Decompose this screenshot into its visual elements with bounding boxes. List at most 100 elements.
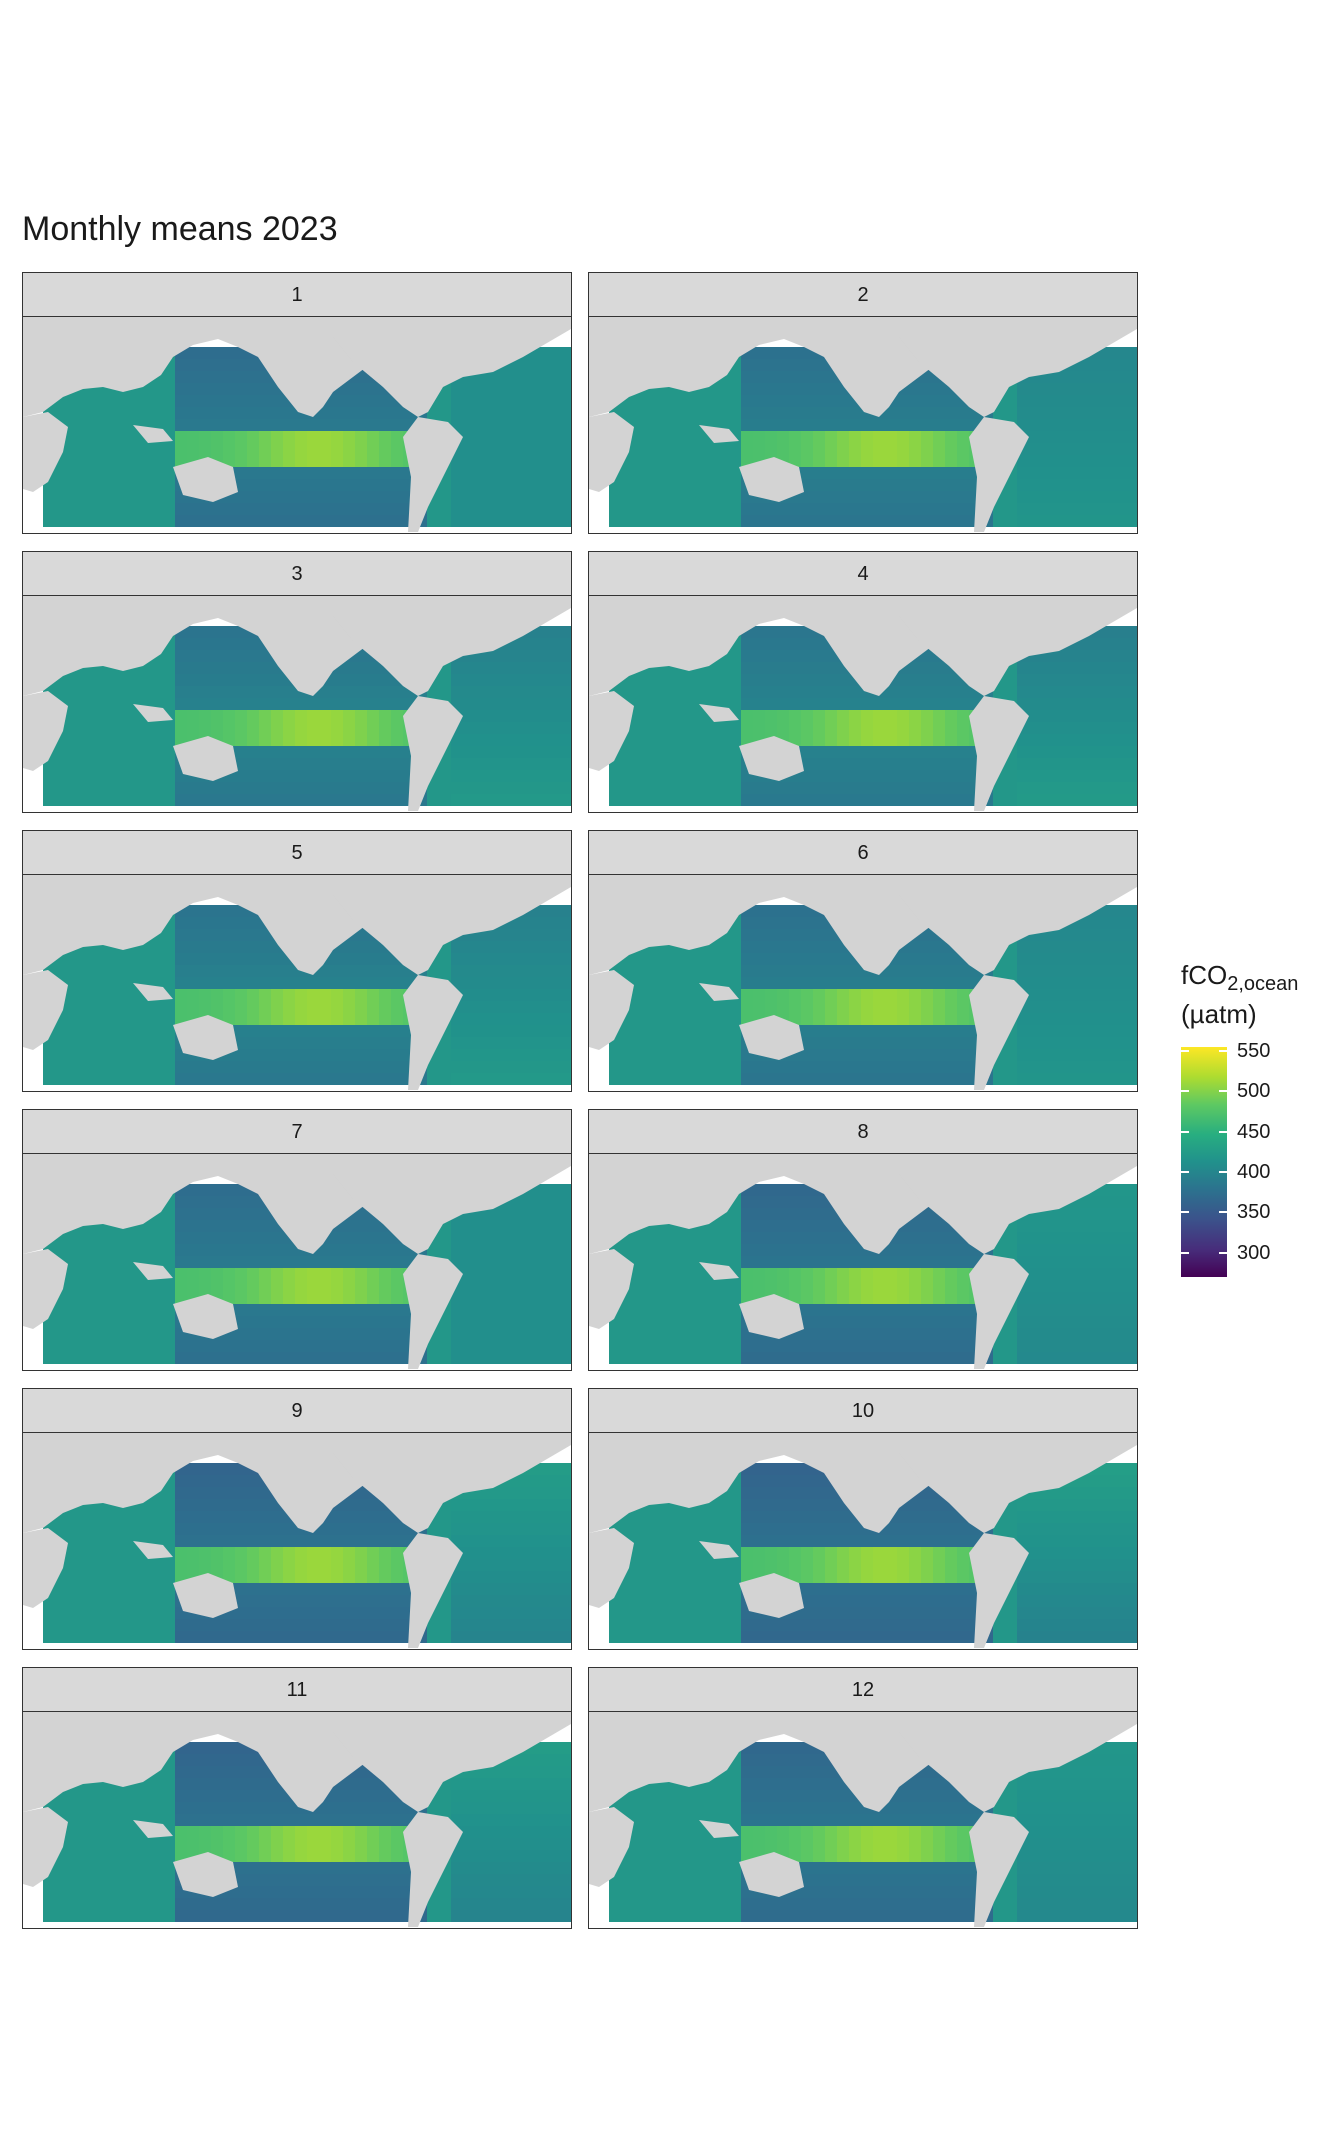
ocean-cell — [163, 1001, 175, 1013]
ocean-cell — [319, 989, 331, 1001]
ocean-cell — [1053, 734, 1065, 746]
ocean-cell — [535, 383, 547, 395]
ocean-cell — [475, 770, 487, 782]
ocean-cell — [247, 1025, 259, 1037]
ocean-cell — [115, 782, 127, 794]
ocean-cell — [547, 770, 559, 782]
ocean-cell — [523, 941, 535, 953]
ocean-cell — [331, 1340, 343, 1352]
ocean-cell — [681, 989, 693, 1001]
ocean-cell — [331, 698, 343, 710]
ocean-cell — [163, 698, 175, 710]
ocean-cell — [753, 383, 765, 395]
ocean-cell — [559, 638, 571, 650]
ocean-cell — [669, 1073, 681, 1085]
ocean-cell — [307, 491, 319, 503]
ocean-cell — [1089, 794, 1101, 806]
ocean-cell — [463, 1304, 475, 1316]
ocean-cell — [343, 662, 355, 674]
ocean-cell — [789, 347, 801, 359]
ocean-cell — [945, 977, 957, 989]
ocean-cell — [247, 1232, 259, 1244]
ocean-cell — [777, 503, 789, 515]
ocean-cell — [945, 1001, 957, 1013]
ocean-cell — [957, 1244, 969, 1256]
ocean-cell — [319, 1001, 331, 1013]
ocean-cell — [211, 1061, 223, 1073]
ocean-cell — [295, 1013, 307, 1025]
ocean-cell — [331, 1292, 343, 1304]
ocean-cell — [777, 1256, 789, 1268]
ocean-cell — [271, 1013, 283, 1025]
ocean-cell — [1101, 662, 1113, 674]
ocean-cell — [837, 1244, 849, 1256]
ocean-cell — [523, 710, 535, 722]
ocean-cell — [175, 503, 187, 515]
ocean-cell — [295, 722, 307, 734]
ocean-cell — [789, 407, 801, 419]
ocean-cell — [235, 734, 247, 746]
ocean-cell — [295, 1304, 307, 1316]
ocean-cell — [211, 953, 223, 965]
ocean-cell — [669, 431, 681, 443]
ocean-cell — [1077, 989, 1089, 1001]
ocean-cell — [91, 1256, 103, 1268]
ocean-cell — [801, 1232, 813, 1244]
ocean-cell — [1077, 1061, 1089, 1073]
ocean-cell — [271, 1232, 283, 1244]
ocean-cell — [511, 479, 523, 491]
landmass — [699, 704, 739, 722]
ocean-cell — [511, 1316, 523, 1328]
ocean-cell — [813, 686, 825, 698]
ocean-cell — [753, 419, 765, 431]
ocean-cell — [163, 941, 175, 953]
ocean-cell — [535, 662, 547, 674]
ocean-cell — [873, 1049, 885, 1061]
ocean-cell — [669, 503, 681, 515]
ocean-cell — [223, 686, 235, 698]
ocean-cell — [247, 686, 259, 698]
ocean-cell — [909, 395, 921, 407]
ocean-cell — [79, 431, 91, 443]
ocean-cell — [1077, 419, 1089, 431]
ocean-cell — [753, 1256, 765, 1268]
ocean-cell — [379, 794, 391, 806]
ocean-cell — [693, 734, 705, 746]
ocean-cell — [825, 479, 837, 491]
map-canvas — [23, 875, 571, 1090]
ocean-cell — [909, 479, 921, 491]
ocean-cell — [957, 758, 969, 770]
ocean-cell — [609, 503, 621, 515]
ocean-cell — [1053, 1244, 1065, 1256]
ocean-cell — [199, 347, 211, 359]
ocean-cell — [151, 1340, 163, 1352]
ocean-cell — [1113, 638, 1125, 650]
ocean-cell — [259, 734, 271, 746]
ocean-cell — [633, 1049, 645, 1061]
ocean-cell — [115, 1292, 127, 1304]
ocean-cell — [91, 782, 103, 794]
ocean-cell — [1005, 479, 1017, 491]
ocean-cell — [439, 965, 451, 977]
ocean-cell — [295, 1352, 307, 1364]
ocean-cell — [451, 941, 463, 953]
ocean-cell — [909, 431, 921, 443]
ocean-cell — [609, 1073, 621, 1085]
ocean-cell — [849, 710, 861, 722]
ocean-cell — [187, 431, 199, 443]
ocean-cell — [1065, 1025, 1077, 1037]
ocean-cell — [849, 1013, 861, 1025]
ocean-cell — [355, 419, 367, 431]
ocean-cell — [271, 1025, 283, 1037]
ocean-cell — [681, 746, 693, 758]
ocean-cell — [439, 1037, 451, 1049]
ocean-cell — [801, 977, 813, 989]
ocean-cell — [151, 1049, 163, 1061]
ocean-cell — [753, 710, 765, 722]
ocean-cell — [813, 431, 825, 443]
ocean-cell — [223, 650, 235, 662]
ocean-cell — [1053, 515, 1065, 527]
ocean-cell — [127, 1013, 139, 1025]
ocean-cell — [235, 371, 247, 383]
ocean-cell — [1077, 794, 1089, 806]
